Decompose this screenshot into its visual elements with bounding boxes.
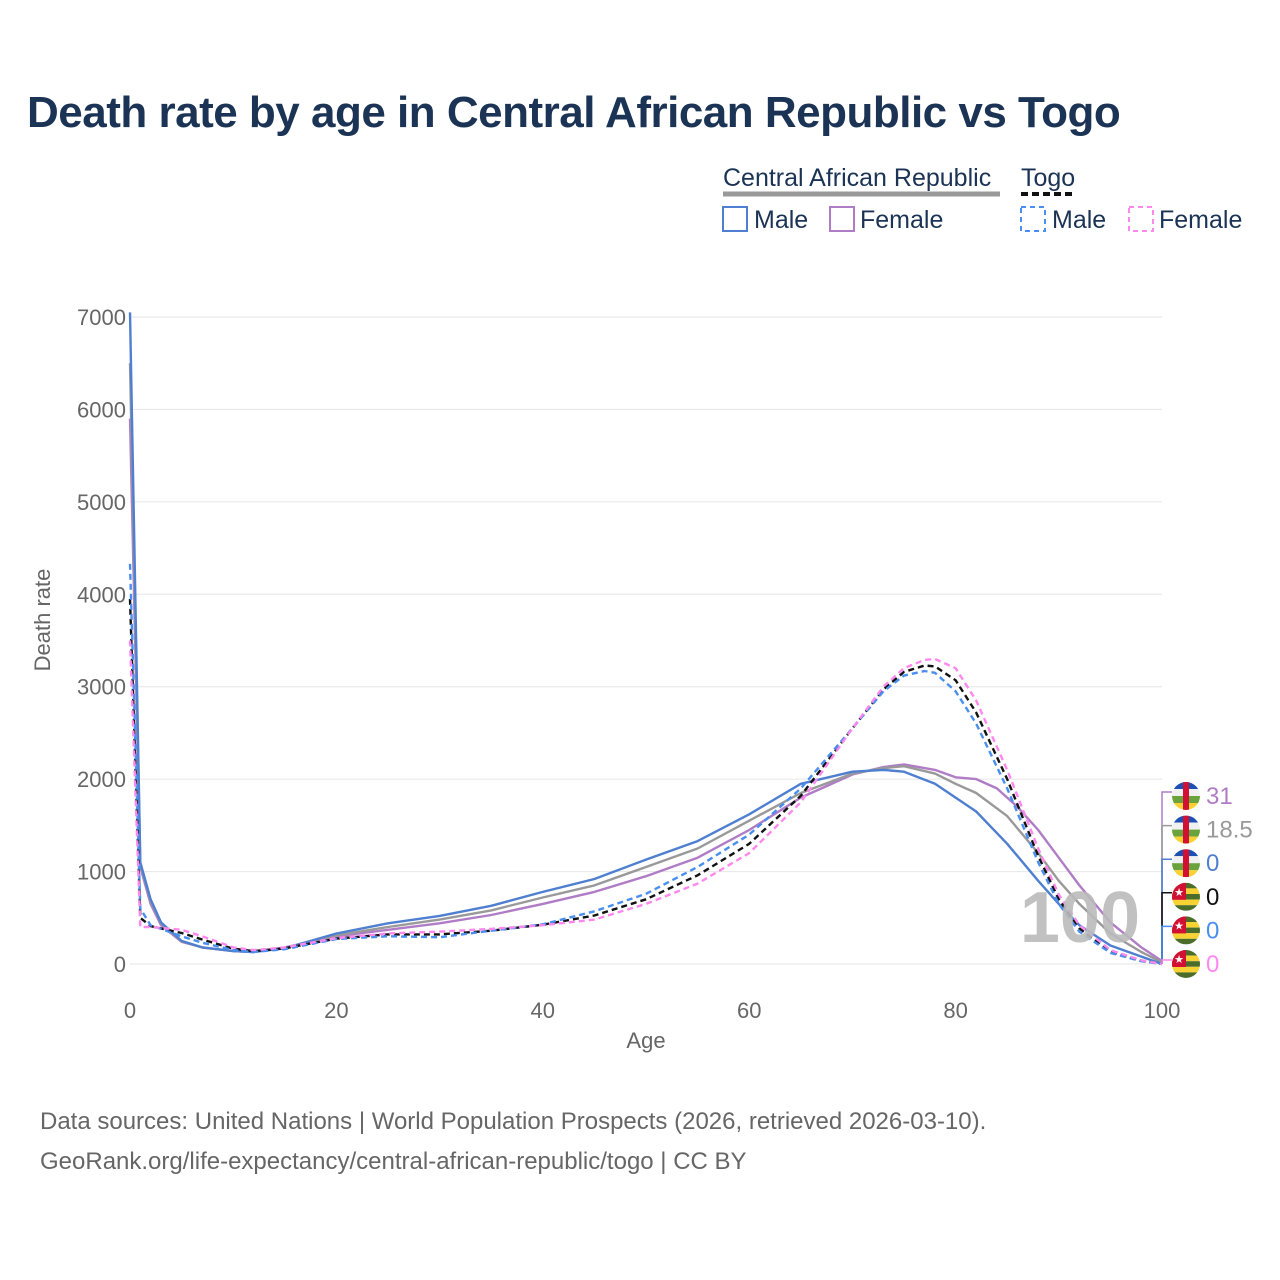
y-tick-label: 3000 bbox=[77, 675, 126, 700]
end-label-connector bbox=[1161, 858, 1172, 964]
chart-title: Death rate by age in Central African Rep… bbox=[27, 88, 1121, 137]
y-tick-label: 6000 bbox=[77, 397, 126, 422]
legend-togo-female-swatch[interactable] bbox=[1128, 206, 1154, 232]
y-tick-label: 2000 bbox=[77, 767, 126, 792]
end-value-label: 31 bbox=[1206, 783, 1233, 810]
y-tick-label: 4000 bbox=[77, 582, 126, 607]
legend-togo-female[interactable]: Female bbox=[1159, 206, 1242, 234]
end-label-connector bbox=[1161, 959, 1172, 964]
x-axis-label: Age bbox=[626, 1028, 665, 1053]
y-tick-label: 1000 bbox=[77, 860, 126, 885]
series-line-togo[interactable] bbox=[128, 598, 1163, 966]
end-label-connector bbox=[1161, 824, 1172, 963]
source-line-1: Data sources: United Nations | World Pop… bbox=[40, 1108, 987, 1135]
x-tick-label: 0 bbox=[124, 998, 136, 1023]
legend: Central African Republic Togo Male Femal… bbox=[722, 164, 1242, 234]
end-label-connector bbox=[1161, 791, 1172, 962]
end-value-label: 0 bbox=[1206, 850, 1219, 877]
x-tick-label: 80 bbox=[943, 998, 967, 1023]
x-tick-label: 100 bbox=[1144, 998, 1181, 1023]
legend-togo-male[interactable]: Male bbox=[1052, 206, 1106, 234]
legend-group-car: Central African Republic bbox=[723, 164, 991, 192]
y-tick-label: 5000 bbox=[77, 490, 126, 515]
series-line-togo-male[interactable] bbox=[128, 563, 1163, 966]
car-flag-icon bbox=[1172, 782, 1200, 810]
y-tick-label: 7000 bbox=[77, 305, 126, 330]
svg-text:★: ★ bbox=[1174, 954, 1184, 966]
end-value-label: 0 bbox=[1206, 884, 1219, 911]
legend-togo-male-swatch[interactable] bbox=[1020, 206, 1046, 232]
x-tick-label: 60 bbox=[737, 998, 761, 1023]
y-tick-label: 0 bbox=[114, 952, 126, 977]
source-line-2[interactable]: GeoRank.org/life-expectancy/central-afri… bbox=[40, 1148, 747, 1175]
end-value-label: 18.5 bbox=[1206, 817, 1253, 844]
series-line-central-african-republic-male[interactable] bbox=[128, 312, 1163, 966]
y-axis-label: Death rate bbox=[30, 569, 55, 672]
series-line-central-african-republic-female[interactable] bbox=[128, 418, 1163, 963]
car-flag-icon bbox=[1172, 815, 1200, 844]
legend-car-female-swatch[interactable] bbox=[829, 206, 855, 232]
end-value-label: 0 bbox=[1206, 951, 1219, 978]
togo-flag-icon: ★ bbox=[1172, 882, 1200, 911]
series-line-central-african-republic[interactable] bbox=[128, 363, 1163, 964]
car-flag-icon bbox=[1172, 849, 1200, 878]
svg-text:★: ★ bbox=[1174, 920, 1184, 932]
legend-group-togo: Togo bbox=[1021, 164, 1075, 192]
end-value-label: 0 bbox=[1206, 917, 1219, 944]
x-tick-label: 40 bbox=[531, 998, 555, 1023]
legend-car-male[interactable]: Male bbox=[754, 206, 808, 234]
svg-text:★: ★ bbox=[1174, 887, 1184, 899]
legend-car-male-swatch[interactable] bbox=[722, 206, 748, 232]
togo-flag-icon: ★ bbox=[1172, 950, 1200, 978]
end-label-connector bbox=[1161, 925, 1172, 964]
x-tick-label: 20 bbox=[324, 998, 348, 1023]
series-line-togo-female[interactable] bbox=[128, 640, 1163, 966]
end-label-connector bbox=[1161, 892, 1172, 964]
legend-car-female[interactable]: Female bbox=[860, 206, 943, 234]
watermark: 100 bbox=[1020, 878, 1140, 958]
togo-flag-icon: ★ bbox=[1172, 916, 1200, 945]
